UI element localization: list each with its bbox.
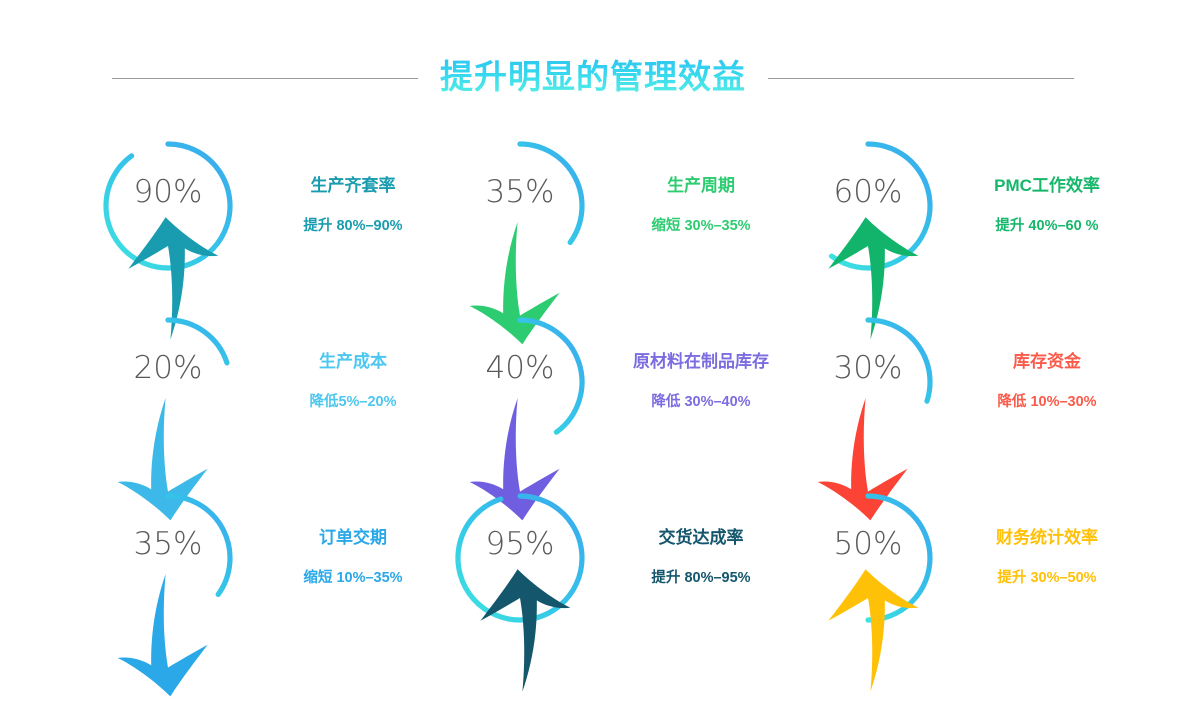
metric-text-financial-statistics-efficiency: 财务统计效率 提升 30%–50% — [952, 527, 1142, 588]
metric-sub-raw-material-wip-inventory: 降低 30%–40% — [651, 394, 751, 411]
metric-text-production-cost: 生产成本 降低5%–20% — [258, 351, 448, 412]
metric-label-production-kitting-rate: 生产齐套率 — [310, 175, 396, 195]
metric-label-production-cost: 生产成本 — [319, 351, 387, 371]
gauge-production-cycle: 35% — [448, 134, 592, 344]
gauge-inventory-capital: 30% — [796, 310, 940, 520]
gauge-financial-statistics-efficiency: 50% — [796, 486, 940, 692]
metric-sub-production-cost: 降低5%–20% — [309, 394, 397, 411]
gauge-ring-pmc-work-efficiency — [828, 141, 933, 271]
metric-sub-financial-statistics-efficiency: 提升 30%–50% — [997, 570, 1097, 587]
metric-sub-inventory-capital: 降低 10%–30% — [997, 394, 1097, 411]
metric-text-inventory-capital: 库存资金 降低 10%–30% — [952, 351, 1142, 412]
metric-text-production-kitting-rate: 生产齐套率 提升 80%–90% — [258, 175, 448, 236]
gauge-production-cost: 20% — [96, 310, 240, 520]
gauge-ring-delivery-fulfillment-rate — [455, 493, 585, 623]
metric-text-delivery-fulfillment-rate: 交货达成率 提升 80%–95% — [606, 527, 796, 588]
gauge-ring-production-cycle — [517, 141, 585, 246]
metric-label-pmc-work-efficiency: PMC工作效率 — [994, 175, 1100, 195]
metric-text-raw-material-wip-inventory: 原材料在制品库存 降低 30%–40% — [606, 351, 796, 412]
metric-label-raw-material-wip-inventory: 原材料在制品库存 — [633, 351, 769, 371]
page-header: 提升明显的管理效益 — [0, 52, 1186, 104]
metrics-grid: 90% 生产齐套率 提升 80%–90% 35% — [96, 118, 1106, 696]
metric-text-pmc-work-efficiency: PMC工作效率 提升 40%–60 % — [952, 175, 1142, 236]
metric-label-financial-statistics-efficiency: 财务统计效率 — [996, 527, 1098, 547]
metric-label-inventory-capital: 库存资金 — [1013, 351, 1081, 371]
metric-sub-order-lead-time: 缩短 10%–35% — [303, 570, 403, 587]
metric-card-production-kitting-rate: 90% 生产齐套率 提升 80%–90% — [96, 118, 448, 340]
metric-label-delivery-fulfillment-rate: 交货达成率 — [658, 527, 744, 547]
gauge-pmc-work-efficiency: 60% — [796, 134, 940, 340]
metric-label-order-lead-time: 订单交期 — [319, 527, 387, 547]
metric-card-delivery-fulfillment-rate: 95% 交货达成率 提升 80%–95% — [448, 470, 796, 692]
metric-card-production-cost: 20% 生产成本 降低5%–20% — [96, 294, 448, 520]
page-title: 提升明显的管理效益 — [440, 56, 746, 101]
metric-card-inventory-capital: 30% 库存资金 降低 10%–30% — [796, 294, 1142, 520]
metric-card-order-lead-time: 35% 订单交期 缩短 10%–35% — [96, 470, 448, 696]
metric-text-order-lead-time: 订单交期 缩短 10%–35% — [258, 527, 448, 588]
gauge-ring-production-kitting-rate — [103, 141, 233, 271]
metric-card-raw-material-wip-inventory: 40% 原材料在制品库存 降低 30%–40% — [448, 294, 796, 520]
gauge-ring-production-cost — [165, 317, 230, 366]
gauge-production-kitting-rate: 90% — [96, 134, 240, 340]
gauge-raw-material-wip-inventory: 40% — [448, 310, 592, 520]
metric-text-production-cycle: 生产周期 缩短 30%–35% — [606, 175, 796, 236]
metric-card-production-cycle: 35% 生产周期 缩短 30%–35% — [448, 118, 796, 344]
metric-label-production-cycle: 生产周期 — [667, 175, 735, 195]
gauge-ring-raw-material-wip-inventory — [517, 317, 585, 435]
metric-sub-pmc-work-efficiency: 提升 40%–60 % — [995, 218, 1099, 235]
metric-sub-production-kitting-rate: 提升 80%–90% — [303, 218, 403, 235]
metric-card-pmc-work-efficiency: 60% PMC工作效率 提升 40%–60 % — [796, 118, 1142, 340]
title-rule-left — [112, 77, 418, 79]
metric-sub-production-cycle: 缩短 30%–35% — [651, 218, 751, 235]
metric-card-financial-statistics-efficiency: 50% 财务统计效率 提升 30%–50% — [796, 470, 1142, 692]
gauge-delivery-fulfillment-rate: 95% — [448, 486, 592, 692]
gauge-ring-order-lead-time — [165, 493, 233, 598]
gauge-ring-financial-statistics-efficiency — [865, 493, 933, 623]
gauge-order-lead-time: 35% — [96, 486, 240, 696]
gauge-ring-inventory-capital — [865, 317, 933, 404]
metric-sub-delivery-fulfillment-rate: 提升 80%–95% — [651, 570, 751, 587]
title-rule-right — [768, 77, 1074, 79]
